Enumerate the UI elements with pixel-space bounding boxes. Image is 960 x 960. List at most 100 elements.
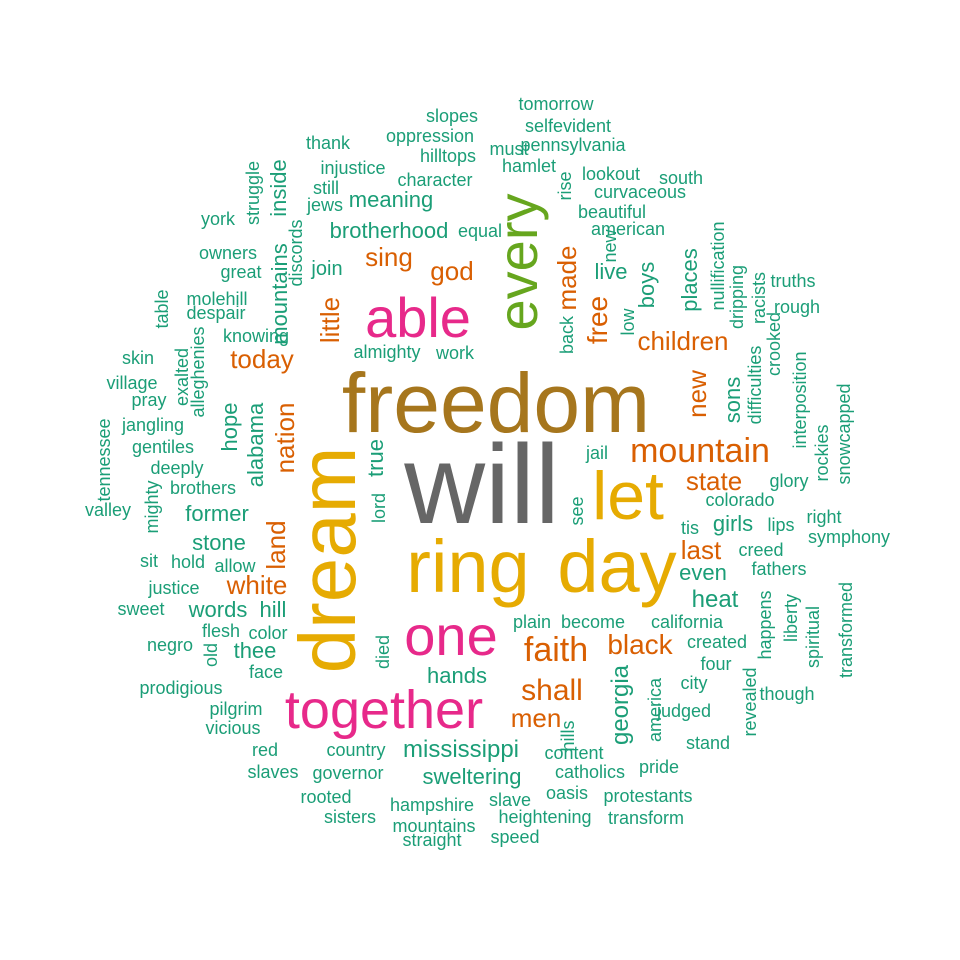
word: made xyxy=(552,245,582,311)
word: former xyxy=(185,501,249,526)
word: revealed xyxy=(740,667,760,737)
word: owners xyxy=(198,243,258,263)
word: fathers xyxy=(751,559,807,579)
word: land xyxy=(261,520,291,570)
word: deeply xyxy=(150,458,204,478)
word: work xyxy=(435,343,475,363)
word: pray xyxy=(131,390,167,410)
word: thank xyxy=(305,133,351,153)
word: oppression xyxy=(385,126,475,146)
word: alabama xyxy=(243,402,268,488)
word: slave xyxy=(488,790,532,810)
word: sons xyxy=(720,376,745,424)
word: negro xyxy=(146,635,194,655)
word: face xyxy=(248,662,284,682)
word: sing xyxy=(365,242,413,272)
word: still xyxy=(313,178,339,198)
word: plain xyxy=(512,612,552,632)
word: white xyxy=(226,570,288,600)
word: despair xyxy=(186,303,246,323)
word: difficulties xyxy=(745,345,765,425)
word: died xyxy=(373,634,393,670)
word: little xyxy=(315,296,345,344)
word: california xyxy=(650,612,724,632)
word: equal xyxy=(457,221,503,241)
word: freedom xyxy=(341,356,651,450)
word: sweet xyxy=(117,599,165,619)
word: inside xyxy=(266,159,291,217)
word: even xyxy=(679,560,727,585)
word: jail xyxy=(585,443,609,463)
word: york xyxy=(200,209,236,229)
word: great xyxy=(220,262,262,282)
word: skin xyxy=(121,348,155,368)
word: brotherhood xyxy=(329,218,449,243)
word: slopes xyxy=(425,106,479,126)
word: catholics xyxy=(554,762,626,782)
word: hamlet xyxy=(501,156,557,176)
word: creed xyxy=(738,540,784,560)
word: allow xyxy=(214,556,256,576)
word: back xyxy=(557,315,577,355)
word: city xyxy=(680,673,708,693)
word: must xyxy=(489,139,529,159)
word: transform xyxy=(607,808,685,828)
word: snowcapped xyxy=(834,383,854,485)
word: ring xyxy=(406,525,530,608)
word: faith xyxy=(523,631,589,669)
word: heightening xyxy=(498,807,592,827)
word: right xyxy=(806,507,842,527)
word: selfevident xyxy=(524,116,612,136)
word: judged xyxy=(656,701,712,721)
word: truths xyxy=(770,271,816,291)
word: rise xyxy=(555,171,575,201)
word: village xyxy=(106,373,158,393)
word: sweltering xyxy=(422,764,522,789)
word: words xyxy=(188,597,248,622)
word: governor xyxy=(312,763,384,783)
word: pennsylvania xyxy=(520,135,626,155)
word: beautiful xyxy=(577,202,647,222)
word: red xyxy=(251,740,279,760)
word: live xyxy=(594,259,628,284)
word: though xyxy=(759,684,815,704)
word: four xyxy=(700,654,732,674)
word: brothers xyxy=(169,478,237,498)
word: rooted xyxy=(300,787,352,807)
word: knowing xyxy=(222,326,290,346)
word: table xyxy=(152,289,172,329)
word: men xyxy=(510,703,562,733)
word: day xyxy=(557,525,677,608)
word: become xyxy=(560,612,626,632)
word: pilgrim xyxy=(209,699,263,719)
word: vicious xyxy=(205,718,261,738)
word: jangling xyxy=(121,415,185,435)
word: see xyxy=(567,496,587,526)
word: lord xyxy=(369,492,389,524)
word: hilltops xyxy=(419,146,477,166)
word: mountains xyxy=(392,816,476,836)
word: justice xyxy=(148,578,200,598)
word: south xyxy=(658,168,704,188)
word: dripping xyxy=(727,264,747,330)
word: mountain xyxy=(630,432,770,470)
word: heat xyxy=(691,586,739,613)
word: black xyxy=(607,629,673,660)
word: speed xyxy=(490,827,540,847)
word: pride xyxy=(638,757,680,777)
word: true xyxy=(363,439,388,477)
word: almighty xyxy=(353,342,421,362)
word: thee xyxy=(233,638,277,663)
word: new xyxy=(682,370,712,418)
word: transformed xyxy=(836,581,856,679)
word: girls xyxy=(712,511,754,536)
word: stone xyxy=(192,530,246,555)
word: hampshire xyxy=(389,795,475,815)
word: lookout xyxy=(581,164,641,184)
word: stand xyxy=(685,733,731,753)
word: mighty xyxy=(142,480,162,534)
word: god xyxy=(430,256,474,286)
word: interposition xyxy=(790,351,810,449)
word: every xyxy=(486,193,549,331)
